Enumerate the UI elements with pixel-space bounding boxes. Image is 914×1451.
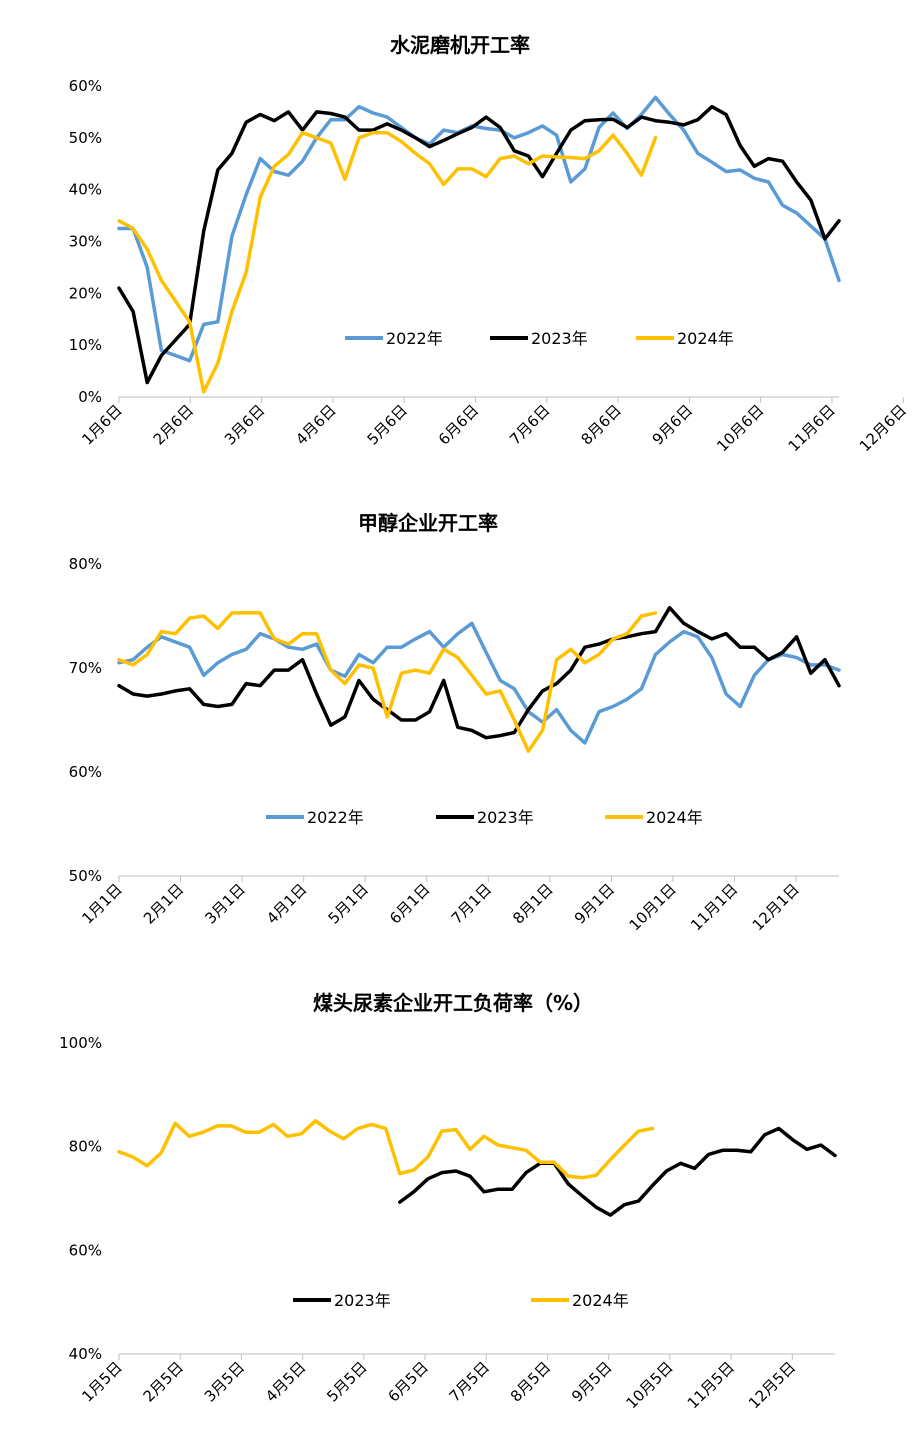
x-tick-label: 1月6日 <box>78 401 125 448</box>
y-tick-label: 40% <box>69 181 102 199</box>
series-line-2024年 <box>117 130 658 394</box>
y-tick-label: 20% <box>69 284 102 302</box>
y-tick-label: 60% <box>69 763 102 781</box>
series-line-2023年 <box>117 104 841 385</box>
series-line-2023年 <box>117 605 841 740</box>
x-tick-label: 6月6日 <box>435 401 482 448</box>
x-tick-label: 1月5日 <box>78 1358 125 1405</box>
x-tick-label: 1月1日 <box>78 880 125 927</box>
y-tick-label: 80% <box>69 1138 102 1156</box>
series-line-2022年 <box>117 621 841 745</box>
x-tick-label: 3月1日 <box>201 880 248 927</box>
x-tick-label: 5月5日 <box>323 1358 370 1405</box>
y-tick-label: 60% <box>69 77 102 95</box>
y-tick-label: 10% <box>69 336 102 354</box>
x-tick-label: 3月5日 <box>201 1358 248 1405</box>
legend-label: 2024年 <box>572 1291 629 1310</box>
legend-label: 2022年 <box>307 808 364 827</box>
legend-label: 2023年 <box>531 329 588 348</box>
x-tick-label: 7月6日 <box>506 401 553 448</box>
x-tick-label: 10月6日 <box>713 401 767 455</box>
series-line-2023年 <box>398 1126 837 1217</box>
y-tick-label: 70% <box>69 659 102 677</box>
y-tick-label: 0% <box>78 388 102 406</box>
x-tick-label: 11月6日 <box>785 401 839 455</box>
y-tick-label: 50% <box>69 129 102 147</box>
x-tick-label: 9月6日 <box>649 401 696 448</box>
x-tick-label: 10月5日 <box>623 1358 677 1412</box>
x-tick-label: 7月1日 <box>448 880 495 927</box>
legend-label: 2023年 <box>477 808 534 827</box>
series-line-2024年 <box>117 611 658 753</box>
x-tick-label: 4月1日 <box>263 880 310 927</box>
cement-mill-chart: 水泥磨机开工率 0% 10% 20% 30% 40% 50% 60% 1月6日 2月6日 3月6日… <box>69 33 910 455</box>
chart-title: 煤头尿素企业开工负荷率（%） <box>313 991 593 1015</box>
x-tick-label: 12月6日 <box>856 401 910 455</box>
x-tick-label: 8月1日 <box>509 880 556 927</box>
urea-chart: 煤头尿素企业开工负荷率（%） 40% 60% 80% 100% 1月5日 2月5日 3月5日… <box>59 991 837 1412</box>
x-tick-label: 9月5日 <box>568 1358 615 1405</box>
x-tick-label: 2月1日 <box>140 880 187 927</box>
x-tick-label: 5月6日 <box>364 401 411 448</box>
x-tick-label: 11月5日 <box>684 1358 738 1412</box>
x-tick-label: 7月5日 <box>446 1358 493 1405</box>
series-line-2022年 <box>117 95 841 363</box>
legend-label: 2022年 <box>386 329 443 348</box>
x-tick-label: 12月5日 <box>745 1358 799 1412</box>
x-tick-label: 4月6日 <box>292 401 339 448</box>
x-tick-label: 6月5日 <box>384 1358 431 1405</box>
x-tick-label: 2月6日 <box>150 401 197 448</box>
y-tick-label: 60% <box>69 1241 102 1259</box>
y-tick-label: 40% <box>69 1345 102 1363</box>
chart-title: 甲醇企业开工率 <box>358 511 498 535</box>
y-tick-label: 100% <box>59 1034 102 1052</box>
series-line-2024年 <box>117 1119 655 1180</box>
x-tick-label: 12月1日 <box>749 880 803 934</box>
x-tick-label: 9月1日 <box>571 880 618 927</box>
chart-title: 水泥磨机开工率 <box>390 33 530 57</box>
legend-label: 2024年 <box>646 808 703 827</box>
x-tick-label: 2月5日 <box>140 1358 187 1405</box>
x-tick-label: 6月1日 <box>386 880 433 927</box>
y-tick-label: 80% <box>69 555 102 573</box>
x-tick-label: 5月1日 <box>325 880 372 927</box>
x-tick-label: 11月1日 <box>687 880 741 934</box>
methanol-chart: 甲醇企业开工率 50% 60% 70% 80% 1月1日 2月1日 3月1日 4月1日 5月1日… <box>69 511 841 934</box>
x-tick-label: 8月5日 <box>507 1358 554 1405</box>
legend-label: 2023年 <box>334 1291 391 1310</box>
x-tick-label: 10月1日 <box>626 880 680 934</box>
x-tick-label: 4月5日 <box>262 1358 309 1405</box>
legend-label: 2024年 <box>677 329 734 348</box>
x-tick-label: 3月6日 <box>221 401 268 448</box>
y-tick-label: 30% <box>69 233 102 251</box>
x-tick-label: 8月6日 <box>577 401 624 448</box>
y-tick-label: 50% <box>69 867 102 885</box>
